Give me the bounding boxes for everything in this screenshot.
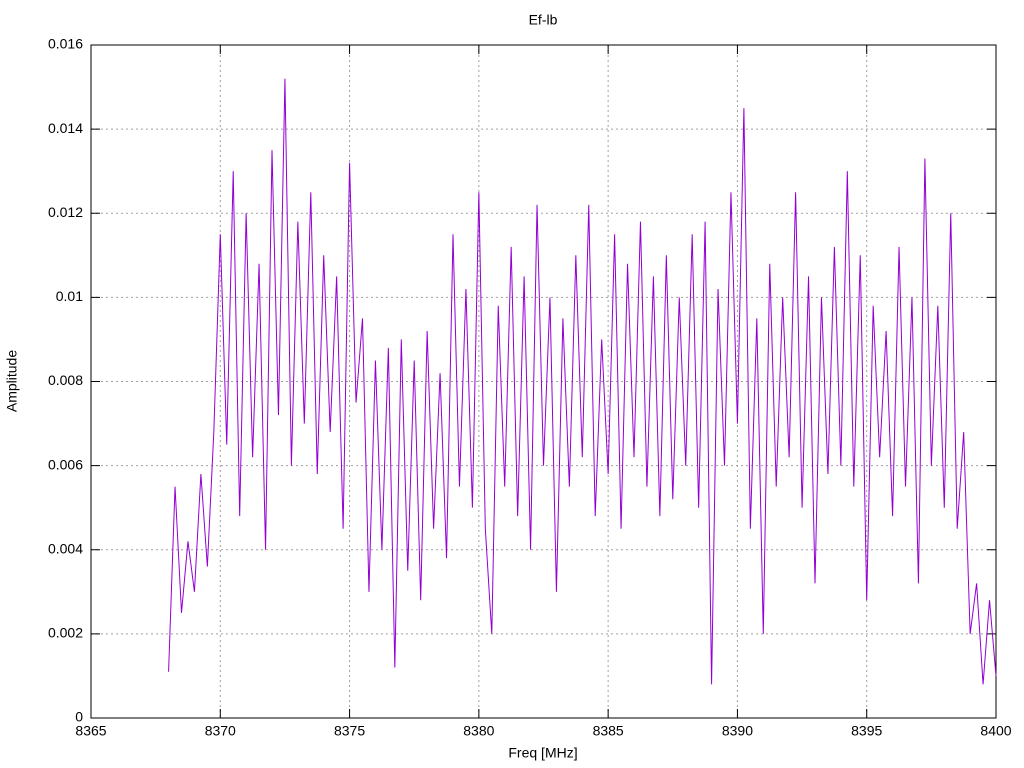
y-tick-label: 0.014	[48, 120, 83, 136]
y-tick-label: 0.01	[56, 288, 83, 304]
y-axis-label: Amplitude	[4, 350, 20, 412]
x-tick-label: 8370	[205, 723, 236, 739]
chart-title: Ef-lb	[529, 12, 558, 28]
y-tick-label: 0.012	[48, 204, 83, 220]
y-tick-label: 0.004	[48, 540, 83, 556]
x-tick-label: 8380	[463, 723, 494, 739]
y-tick-label: 0	[75, 709, 83, 725]
x-tick-label: 8395	[851, 723, 882, 739]
y-tick-label: 0.016	[48, 36, 83, 52]
x-tick-label: 8375	[334, 723, 365, 739]
x-axis-label: Freq [MHz]	[508, 745, 577, 761]
y-tick-label: 0.008	[48, 372, 83, 388]
plot-frame	[90, 44, 997, 719]
x-tick-label: 8400	[980, 723, 1011, 739]
x-tick-label: 8365	[75, 723, 106, 739]
y-tick-label: 0.006	[48, 456, 83, 472]
data-line	[168, 78, 997, 685]
x-tick-label: 8390	[722, 723, 753, 739]
x-tick-label: 8385	[593, 723, 624, 739]
y-tick-label: 0.002	[48, 625, 83, 641]
